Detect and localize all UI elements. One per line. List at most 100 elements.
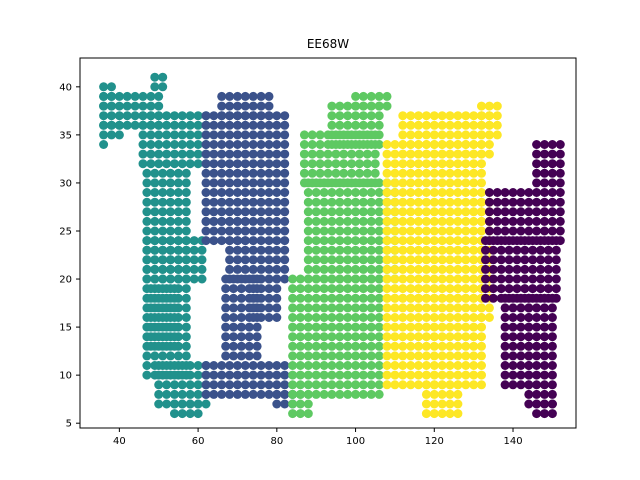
y-tick-label: 30	[59, 178, 72, 189]
data-point-series-3	[421, 361, 431, 370]
data-point-series-2	[335, 178, 345, 188]
data-point-series-4	[532, 159, 542, 169]
data-point-series-0	[138, 91, 148, 101]
data-point-series-2	[319, 341, 329, 351]
data-point-series-4	[540, 216, 549, 226]
data-point-series-3	[445, 178, 455, 188]
data-point-series-1	[272, 313, 282, 322]
data-point-series-1	[264, 216, 274, 226]
data-point-series-2	[366, 264, 376, 274]
data-point-series-2	[358, 264, 368, 274]
data-point-series-0	[181, 226, 191, 236]
data-point-series-0	[114, 111, 124, 121]
data-point-series-3	[398, 197, 408, 207]
data-point-series-2	[311, 351, 321, 361]
data-point-series-0	[154, 322, 164, 332]
data-point-series-1	[209, 188, 219, 197]
data-point-series-3	[414, 226, 423, 236]
data-point-series-0	[193, 361, 203, 370]
data-point-series-3	[437, 303, 447, 313]
data-points	[99, 72, 565, 419]
data-point-series-1	[225, 370, 235, 380]
data-point-series-4	[547, 178, 557, 188]
data-point-series-2	[351, 130, 361, 140]
data-point-series-3	[421, 226, 431, 236]
data-point-series-1	[272, 216, 282, 226]
x-tick-label: 60	[192, 436, 205, 447]
data-point-series-1	[217, 236, 227, 246]
data-point-series-4	[543, 274, 553, 284]
data-point-series-0	[114, 120, 124, 130]
data-point-series-3	[406, 120, 416, 130]
data-point-series-0	[154, 293, 164, 303]
data-point-series-2	[303, 236, 313, 246]
data-point-series-0	[185, 361, 195, 370]
data-point-series-1	[221, 322, 231, 332]
data-point-series-2	[335, 361, 345, 370]
data-point-series-3	[469, 361, 479, 370]
data-point-series-0	[197, 245, 207, 255]
data-point-series-3	[461, 264, 471, 274]
data-point-series-2	[343, 274, 353, 284]
data-point-series-0	[154, 370, 164, 380]
data-point-series-4	[555, 207, 565, 217]
data-point-series-3	[477, 140, 486, 149]
data-point-series-0	[177, 361, 187, 370]
x-tick-label: 100	[346, 436, 365, 447]
data-point-series-1	[217, 226, 227, 236]
data-point-series-0	[189, 236, 199, 246]
data-point-series-0	[162, 322, 172, 332]
data-point-series-0	[185, 159, 195, 169]
data-point-series-1	[264, 380, 274, 390]
data-point-series-3	[453, 293, 463, 303]
data-point-series-0	[173, 188, 183, 197]
data-point-series-4	[547, 341, 557, 351]
data-point-series-0	[158, 72, 168, 82]
data-point-series-3	[445, 168, 455, 178]
data-point-series-2	[358, 188, 368, 197]
data-point-series-0	[154, 389, 164, 399]
data-point-series-1	[240, 91, 250, 101]
data-point-series-4	[508, 207, 518, 217]
data-point-series-0	[146, 322, 156, 332]
data-point-series-2	[351, 389, 361, 399]
data-point-series-3	[406, 284, 416, 294]
data-point-series-1	[256, 120, 266, 130]
data-point-series-2	[343, 226, 353, 236]
data-point-series-0	[173, 274, 183, 284]
data-point-series-3	[406, 178, 416, 188]
data-point-series-3	[406, 226, 416, 236]
data-point-series-2	[303, 322, 313, 332]
data-point-series-3	[437, 264, 447, 274]
data-point-series-4	[500, 226, 510, 236]
data-point-series-3	[477, 197, 486, 207]
data-point-series-1	[233, 149, 242, 159]
data-point-series-3	[429, 120, 439, 130]
data-point-series-2	[351, 264, 361, 274]
data-point-series-2	[295, 274, 305, 284]
data-point-series-2	[295, 389, 305, 399]
data-point-series-1	[201, 370, 211, 380]
data-point-series-0	[146, 313, 156, 322]
data-point-series-2	[343, 341, 353, 351]
data-point-series-3	[453, 303, 463, 313]
x-tick-label: 120	[425, 436, 444, 447]
data-point-series-3	[453, 409, 463, 419]
data-point-series-2	[327, 389, 337, 399]
data-point-series-1	[256, 284, 266, 294]
data-point-series-2	[366, 91, 376, 101]
data-point-series-2	[374, 255, 384, 265]
data-point-series-3	[382, 178, 392, 188]
data-point-series-1	[217, 140, 227, 149]
data-point-series-0	[162, 313, 172, 322]
data-point-series-4	[492, 216, 502, 226]
data-point-series-1	[217, 370, 227, 380]
data-point-series-0	[170, 361, 179, 370]
data-point-series-4	[516, 188, 526, 197]
data-point-series-2	[347, 168, 357, 178]
data-point-series-0	[138, 130, 148, 140]
data-point-series-1	[233, 216, 242, 226]
data-point-series-3	[453, 236, 463, 246]
data-point-series-0	[166, 245, 175, 255]
data-point-series-3	[445, 409, 455, 419]
